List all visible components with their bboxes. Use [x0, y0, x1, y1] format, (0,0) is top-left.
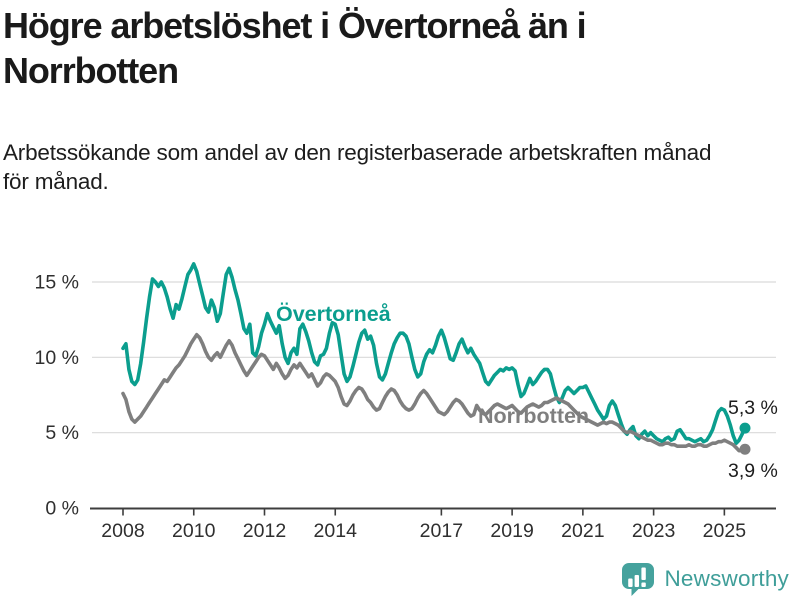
x-tick-label-2025: 2025	[703, 520, 747, 542]
newsworthy-icon	[622, 563, 655, 596]
series-end-value-overtornea: 5,3 %	[728, 397, 778, 419]
x-tick-label-2008: 2008	[101, 520, 144, 542]
x-tick-label-2014: 2014	[314, 520, 358, 542]
x-tick-label-2019: 2019	[490, 520, 533, 542]
bar-medium	[635, 575, 640, 587]
chart-subtitle: Arbetssökande som andel av den registerb…	[3, 139, 795, 197]
title-line-1: Högre arbetslöshet i Övertorneå än i	[3, 5, 587, 46]
x-tick-label-2012: 2012	[243, 520, 286, 542]
exclamation-dot	[641, 582, 647, 587]
exclamation-stem	[641, 567, 647, 580]
series-end-value-norrbotten: 3,9 %	[728, 460, 778, 482]
series-line-norrbotten	[121, 332, 747, 453]
y-tick-label-10: 10 %	[35, 347, 79, 369]
page-title: Högre arbetslöshet i Övertorneå än i Norr…	[3, 4, 743, 93]
series-end-dot-norrbotten	[739, 443, 751, 455]
x-tick-label-2023: 2023	[632, 520, 675, 542]
subtitle-line-1: Arbetssökande som andel av den registerb…	[3, 140, 712, 165]
subtitle-line-2: för månad.	[3, 168, 109, 194]
x-tick-label-2017: 2017	[420, 520, 463, 542]
y-tick-label-15: 15 %	[35, 271, 79, 293]
series-end-dot-overtornea	[739, 422, 751, 434]
newsworthy-wordmark: Newsworthy	[664, 566, 789, 591]
y-tick-label-5: 5 %	[45, 422, 79, 444]
series-label-norrbotten: Norrbotten	[478, 404, 589, 428]
line-chart: 2008 2010 2012 2014 2017 2019 2021 2023 2025 0 % 5…	[35, 262, 778, 542]
series-label-overtornea: Övertorneå	[276, 301, 392, 326]
x-tick-label-2010: 2010	[172, 520, 216, 542]
title-line-2: Norrbotten	[3, 49, 179, 91]
bar-small	[628, 578, 634, 587]
newsworthy-logo[interactable]: Newsworthy	[621, 562, 789, 596]
y-tick-label-0: 0 %	[45, 498, 79, 520]
x-tick-label-2021: 2021	[561, 520, 604, 542]
